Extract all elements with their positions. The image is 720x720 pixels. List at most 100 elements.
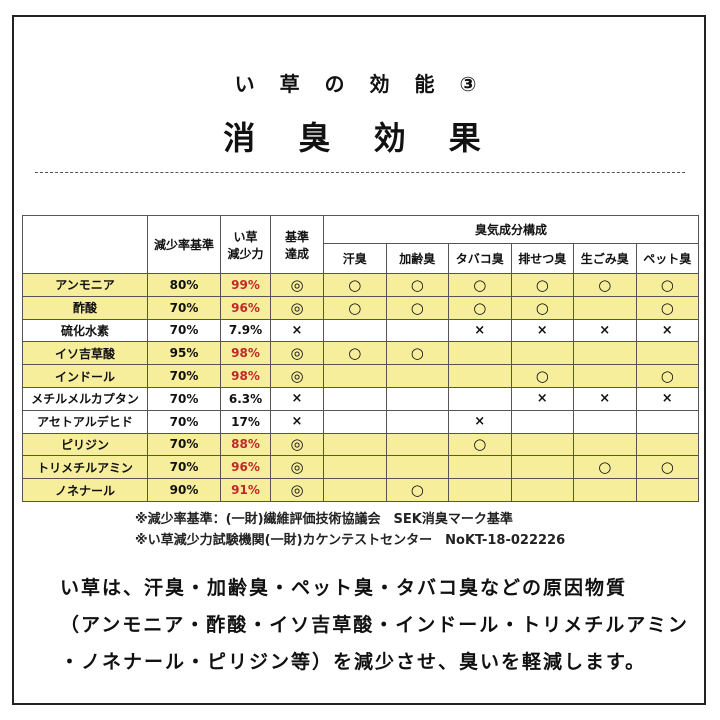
odor-mark: ×: [573, 386, 637, 411]
odor-mark: ×: [573, 318, 637, 343]
odor-mark: ○: [635, 295, 699, 320]
standard-rate: 70%: [147, 409, 221, 434]
substance-name: トリメチルアミン: [22, 455, 148, 480]
standard-rate: 70%: [147, 318, 221, 343]
odor-mark: [573, 295, 637, 320]
deodorizing-table: 減少率基準 い草 減少力 基準 達成 臭気成分構成 汗臭 加齢臭 タバコ臭 排せつ臭 生ごみ…: [22, 215, 699, 502]
odor-mark: [573, 364, 637, 388]
igusa-rate: 96%: [220, 455, 271, 480]
footnote: ※い草減少力試験機関(一財)カケンテストセンター NoKT-18-022226: [135, 533, 566, 548]
igusa-rate: 17%: [220, 409, 271, 434]
odor-mark: [323, 318, 387, 343]
odor-mark: [635, 478, 699, 502]
achieved-mark: ◎: [270, 432, 324, 457]
odor-mark: ○: [448, 273, 512, 297]
odor-mark: ○: [385, 295, 449, 320]
page-frame: [12, 15, 706, 705]
substance-name: メチルメルカプタン: [22, 386, 148, 411]
standard-rate: 70%: [147, 455, 221, 480]
table-row: 酢酸 70% 96% ◎ ○ ○ ○ ○ ○: [22, 295, 699, 320]
odor-mark: [573, 409, 637, 434]
igusa-rate: 91%: [220, 478, 271, 502]
header-odor-2: タバコ臭: [448, 243, 512, 274]
substance-name: ノネナール: [22, 478, 148, 502]
table-row: トリメチルアミン 70% 96% ◎ ○ ○: [22, 455, 699, 480]
odor-mark: [510, 341, 574, 366]
table-row: インドール 70% 98% ◎ ○ ○: [22, 364, 699, 388]
header-odor-4: 生ごみ臭: [573, 243, 637, 274]
odor-mark: [323, 409, 387, 434]
achieved-mark: ◎: [270, 364, 324, 388]
standard-rate: 70%: [147, 295, 221, 320]
igusa-rate: 6.3%: [220, 386, 271, 411]
igusa-rate: 7.9%: [220, 318, 271, 343]
page-title: 消 臭 効 果: [223, 119, 497, 157]
header-standard: 減少率基準: [147, 215, 221, 274]
table-row: アンモニア 80% 99% ◎ ○ ○ ○ ○ ○ ○: [22, 273, 699, 297]
odor-mark: [323, 478, 387, 502]
odor-mark: ○: [448, 432, 512, 457]
corner-cell: [22, 215, 148, 274]
description-line: い草は、汗臭・加齢臭・ペット臭・タバコ臭などの原因物質: [60, 577, 628, 599]
odor-mark: ○: [385, 478, 449, 502]
achieved-mark: ◎: [270, 341, 324, 366]
odor-mark: ○: [635, 364, 699, 388]
odor-mark: [635, 432, 699, 457]
odor-mark: [385, 409, 449, 434]
dashed-divider: [35, 172, 685, 173]
header-odor-0: 汗臭: [323, 243, 387, 274]
odor-mark: [573, 478, 637, 502]
odor-mark: ○: [323, 273, 387, 297]
odor-mark: ×: [635, 318, 699, 343]
substance-name: インドール: [22, 364, 148, 388]
igusa-rate: 99%: [220, 273, 271, 297]
table-row: ノネナール 90% 91% ◎ ○: [22, 478, 699, 502]
odor-mark: ○: [323, 295, 387, 320]
odor-mark: [510, 409, 574, 434]
odor-mark: [385, 318, 449, 343]
odor-mark: ×: [635, 386, 699, 411]
substance-name: アンモニア: [22, 273, 148, 297]
substance-name: ピリジン: [22, 432, 148, 457]
description: い草は、汗臭・加齢臭・ペット臭・タバコ臭などの原因物質 （アンモニア・酢酸・イソ…: [60, 570, 689, 681]
header-odor-5: ペット臭: [635, 243, 699, 274]
table-row: 硫化水素 70% 7.9% × × × × ×: [22, 318, 699, 343]
achieved-mark: ◎: [270, 455, 324, 480]
odor-mark: [448, 386, 512, 411]
standard-rate: 95%: [147, 341, 221, 366]
odor-mark: ○: [510, 273, 574, 297]
odor-mark: [448, 478, 512, 502]
odor-mark: [323, 432, 387, 457]
standard-rate: 70%: [147, 364, 221, 388]
description-line: ・ノネナール・ピリジン等）を減少させ、臭いを軽減します。: [60, 651, 647, 673]
header-odor-1: 加齢臭: [385, 243, 449, 274]
odor-mark: [573, 341, 637, 366]
igusa-rate: 98%: [220, 364, 271, 388]
odor-mark: [385, 386, 449, 411]
achieved-mark: ◎: [270, 295, 324, 320]
odor-mark: [448, 341, 512, 366]
odor-mark: [385, 364, 449, 388]
odor-mark: [510, 455, 574, 480]
odor-mark: ○: [385, 341, 449, 366]
igusa-rate: 96%: [220, 295, 271, 320]
odor-mark: ○: [323, 341, 387, 366]
achieved-mark: ×: [270, 318, 324, 343]
odor-mark: [635, 341, 699, 366]
igusa-rate: 88%: [220, 432, 271, 457]
standard-rate: 90%: [147, 478, 221, 502]
odor-mark: ×: [448, 318, 512, 343]
odor-mark: ○: [635, 273, 699, 297]
description-line: （アンモニア・酢酸・イソ吉草酸・インドール・トリメチルアミン: [60, 614, 689, 636]
odor-mark: [635, 409, 699, 434]
achieved-mark: ×: [270, 409, 324, 434]
odor-mark: ○: [510, 295, 574, 320]
header-components: 臭気成分構成: [323, 215, 699, 244]
substance-name: アセトアルデヒド: [22, 409, 148, 434]
table-row: ピリジン 70% 88% ◎ ○: [22, 432, 699, 457]
odor-mark: ○: [573, 455, 637, 480]
odor-mark: [448, 455, 512, 480]
odor-mark: [385, 455, 449, 480]
standard-rate: 80%: [147, 273, 221, 297]
odor-mark: ○: [510, 364, 574, 388]
